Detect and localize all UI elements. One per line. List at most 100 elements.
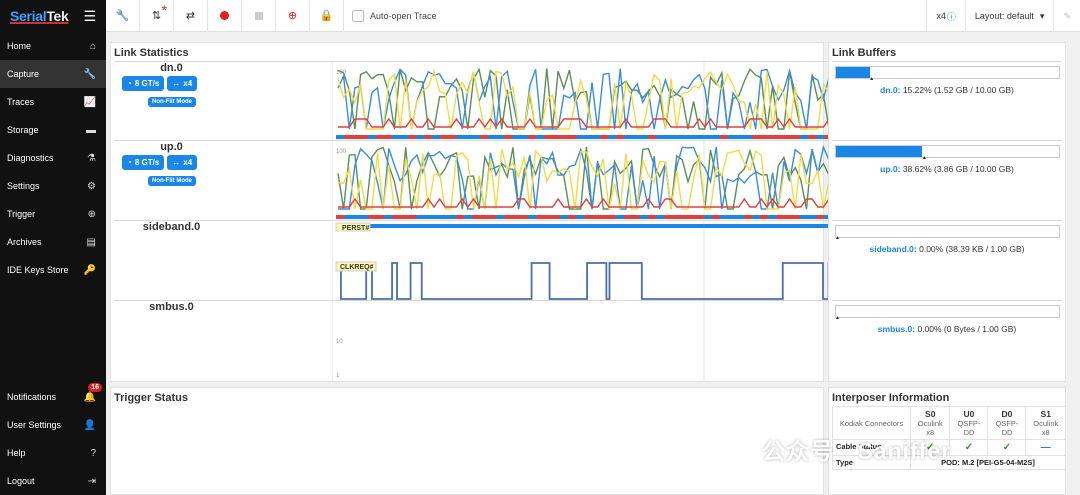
record-button[interactable] — [208, 0, 242, 32]
lane-controls: ◔ 8 GT/s ↔ x4 — [122, 76, 198, 91]
flit-mode-badge[interactable]: Non-Flit Mode — [148, 176, 196, 186]
hamburger-menu-icon[interactable]: ☰ — [83, 8, 96, 24]
state-bar-segment — [632, 215, 640, 219]
state-bar-segment — [600, 135, 608, 139]
buffer-row-dn-0: ▲ dn.0: 15.22% (1.52 GB / 10.00 GB) — [832, 61, 1062, 141]
gear-icon: ⚙ — [87, 180, 96, 192]
sidebar-item-capture[interactable]: Capture 🔧 — [0, 60, 106, 88]
trigger-button[interactable]: ⊕ — [276, 0, 310, 32]
lock-button[interactable]: 🔒 — [310, 0, 344, 32]
tick-label: 1 — [336, 373, 340, 379]
buffer-label: smbus.0: 0.00% (0 Bytes / 1.00 GB) — [832, 324, 1062, 334]
buffer-value: 15.22% (1.52 GB / 10.00 GB) — [902, 85, 1014, 95]
state-bar-segment — [632, 135, 640, 139]
link-speed-button[interactable]: ◔ 8 GT/s — [122, 155, 165, 170]
state-bar-segment — [792, 215, 800, 219]
link-width-button[interactable]: ↔ x4 — [167, 155, 198, 170]
buffer-name: smbus.0: — [877, 324, 916, 334]
checkbox-box[interactable] — [352, 9, 364, 22]
sidebar-item-archives[interactable]: Archives ▤ — [0, 228, 106, 256]
sidebar-item-notifications[interactable]: Notifications 🔔 16 — [0, 383, 106, 411]
state-bar-segment — [624, 215, 632, 219]
buffer-value: 0.00% (0 Bytes / 1.00 GB) — [917, 324, 1017, 334]
lane-plot[interactable]: 100 — [332, 141, 850, 221]
state-bar-segment — [368, 135, 376, 139]
state-bar-segment — [816, 135, 824, 139]
swap-button[interactable]: ⇄ — [174, 0, 208, 32]
check-icon: ✓ — [926, 442, 935, 453]
state-bar-segment — [376, 215, 384, 219]
state-bar-segment — [352, 135, 360, 139]
record-icon — [220, 11, 229, 20]
buffer-name: up.0: — [880, 164, 901, 174]
sidebar-item-label: Home — [7, 41, 32, 51]
sidebar-item-settings[interactable]: Settings ⚙ — [0, 172, 106, 200]
perst-tag-label: PERST# — [342, 225, 369, 232]
connector-type: QSFP-DD — [995, 419, 1019, 437]
mode-row: Non-Flit Mode — [148, 176, 196, 186]
stop-button[interactable] — [242, 0, 276, 32]
link-speed-button[interactable]: ◔ 8 GT/s — [122, 76, 165, 91]
state-bar-segment — [608, 215, 616, 219]
state-bar-segment — [752, 215, 760, 219]
buffer-row-up-0: ▲ up.0: 38.62% (3.86 GB / 10.00 GB) — [832, 140, 1062, 220]
target-icon: ⊕ — [287, 10, 298, 22]
sidebar-item-user-settings[interactable]: User Settings 👤 — [0, 411, 106, 439]
sidebar-item-storage[interactable]: Storage ▬ — [0, 116, 106, 144]
edit-layout-button[interactable]: ✎ — [1053, 0, 1080, 32]
flask-icon: ⚗ — [87, 152, 96, 164]
link-width-button[interactable]: ↔ x4 — [167, 76, 198, 91]
auto-open-trace-checkbox[interactable]: Auto-open Trace — [344, 9, 437, 22]
sidebar-item-home[interactable]: Home ⌂ — [0, 32, 106, 60]
state-bar-segment — [392, 135, 400, 139]
state-bar-segment — [656, 215, 664, 219]
connector-id: U0 — [963, 409, 975, 419]
sidebar-item-label: Storage — [7, 125, 39, 135]
sidebar-item-label: Logout — [7, 476, 35, 486]
connector-type: Oculink x8 — [1033, 419, 1059, 437]
sidebar-item-help[interactable]: Help? — [0, 439, 106, 467]
app-logo[interactable]: SerialTek ☰ — [10, 8, 96, 24]
state-bar-segment — [344, 215, 352, 219]
state-bar-segment — [680, 135, 688, 139]
type-label: Type — [832, 455, 911, 470]
lane-plot[interactable]: PERST# CLKREQ# — [332, 221, 850, 301]
state-bar-segment — [504, 215, 512, 219]
state-bar-segment — [656, 135, 664, 139]
state-bar-segment — [648, 215, 656, 219]
lane-width-indicator[interactable]: x4 ⓘ — [926, 0, 965, 32]
lane-plot[interactable]: 100 — [332, 62, 850, 141]
state-bar-segment — [552, 135, 560, 139]
sidebar-item-diagnostics[interactable]: Diagnostics ⚗ — [0, 144, 106, 172]
lane-plot[interactable]: 10 1 — [332, 301, 850, 381]
sort-button[interactable]: ⇅ * — [140, 0, 174, 32]
tick-label: 100 — [336, 70, 347, 76]
state-bar-segment — [568, 215, 576, 219]
state-bar-segment — [664, 135, 672, 139]
wrench-button[interactable]: 🔧 — [106, 0, 140, 32]
sidebar-item-trigger[interactable]: Trigger ⊕ — [0, 200, 106, 228]
tick-label: 100 — [336, 149, 347, 155]
help-circle-icon: ⓘ — [946, 11, 956, 22]
flit-mode-badge[interactable]: Non-Flit Mode — [148, 97, 196, 107]
state-bar-segment — [752, 135, 760, 139]
state-bar-segment — [408, 215, 416, 219]
sidebar-item-logout[interactable]: Logout ⇥ — [0, 467, 106, 495]
state-bar-segment — [464, 215, 472, 219]
lock-icon: 🔒 — [319, 10, 334, 22]
interposer-information-panel: Interposer Information Kodiak Connectors… — [828, 387, 1066, 495]
state-bar-segment — [768, 215, 776, 219]
clkreq-tag-label: CLKREQ# — [340, 264, 374, 271]
state-bar-segment — [512, 215, 520, 219]
cable-status-label: Cable Status — [832, 439, 911, 456]
link-speed-text: 8 GT/s — [134, 79, 160, 88]
state-bar-segment — [440, 215, 448, 219]
layout-select[interactable]: Layout: default ▾ — [964, 0, 1054, 32]
tick-label: 10 — [336, 339, 343, 345]
state-bar-segment — [640, 135, 648, 139]
sidebar-item-traces[interactable]: Traces 📈 — [0, 88, 106, 116]
link-width-text: x4 — [183, 79, 193, 88]
sidebar: SerialTek ☰ Home ⌂ Capture 🔧 Traces 📈 Storage ▬… — [0, 0, 106, 495]
sort-icon: ⇅ — [151, 10, 162, 22]
sidebar-item-ide-keys-store[interactable]: IDE Keys Store 🔑 — [0, 256, 106, 284]
